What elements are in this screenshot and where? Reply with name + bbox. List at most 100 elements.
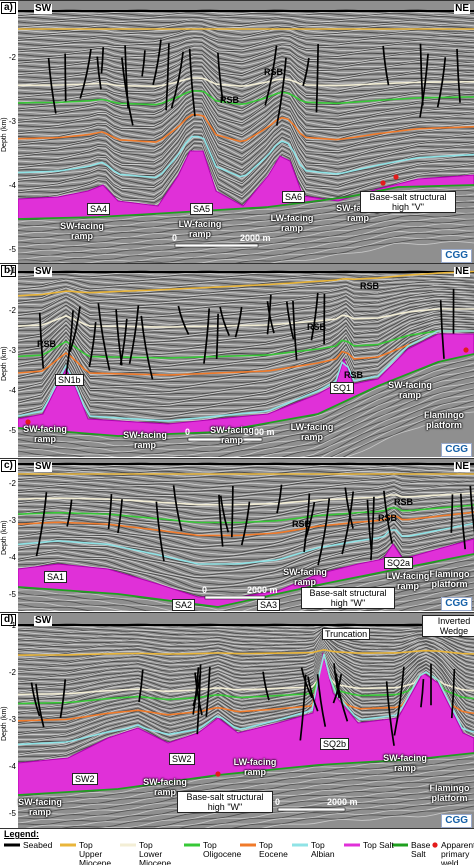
fault xyxy=(152,39,162,86)
seismic-reflector xyxy=(18,764,474,808)
seismic-reflector xyxy=(18,288,474,319)
fault xyxy=(219,495,230,533)
fault xyxy=(310,292,319,341)
seismic-reflector xyxy=(18,309,474,370)
annotation: SQ2b xyxy=(320,738,350,750)
seismic-reflector xyxy=(18,148,474,206)
seismic-section xyxy=(18,1,474,263)
seismic-reflector xyxy=(154,798,474,828)
seismic-reflector xyxy=(18,575,474,611)
seismic-reflector xyxy=(18,495,474,520)
seismic-reflector xyxy=(18,321,474,398)
logo: CGG xyxy=(441,597,472,611)
seismic-reflector xyxy=(18,14,474,19)
scale-label: 2000 m xyxy=(247,585,278,595)
seismic-reflector xyxy=(360,588,474,611)
fault xyxy=(66,499,73,527)
seismic-reflector xyxy=(18,629,474,645)
seismic-reflector xyxy=(18,576,474,611)
seismic-reflector xyxy=(18,211,474,248)
seismic-reflector xyxy=(18,535,474,592)
seismic-reflector xyxy=(18,18,474,25)
direction-left: SW xyxy=(34,615,53,626)
depth-tick: -4 xyxy=(8,553,16,562)
seismic-reflector xyxy=(317,581,474,611)
seismic-reflector xyxy=(18,478,474,491)
seismic-reflector xyxy=(18,315,474,384)
weld-marker xyxy=(380,180,386,186)
seismic-reflector xyxy=(18,305,474,359)
seismic-reflector xyxy=(18,98,474,136)
seismic-reflector xyxy=(18,529,474,585)
fault xyxy=(292,300,298,361)
seismic-reflector xyxy=(18,652,474,746)
annotation: SW-facing ramp xyxy=(336,203,380,223)
seismic-reflector xyxy=(18,35,474,50)
seismic-reflector xyxy=(18,626,474,634)
seismic-reflector xyxy=(18,130,474,177)
seismic-reflector xyxy=(18,272,474,278)
seismic-reflector xyxy=(18,484,474,503)
seismic-reflector xyxy=(18,556,474,611)
seismic-reflector xyxy=(18,382,474,457)
seismic-reflector xyxy=(18,466,474,473)
seismic-reflector xyxy=(204,804,474,828)
fault xyxy=(96,56,102,90)
fault xyxy=(205,666,211,717)
annotation: SN1b xyxy=(55,374,84,386)
annotation: Base-salt structural high "V" xyxy=(360,191,456,213)
fault xyxy=(419,53,429,118)
seismic-reflector xyxy=(18,34,474,45)
scale-bar xyxy=(174,243,259,248)
panel-label: a) xyxy=(1,2,16,14)
seismic-reflector xyxy=(18,102,474,139)
seismic-reflector xyxy=(18,517,474,560)
fault xyxy=(121,57,134,126)
fault xyxy=(219,306,230,336)
legend-label: Top Oligocene xyxy=(203,840,242,859)
annotation: RSB xyxy=(344,370,364,380)
direction-left: SW xyxy=(34,3,53,14)
fault xyxy=(141,50,146,77)
scale-bar xyxy=(187,437,263,442)
seismic-reflector xyxy=(18,16,474,23)
seismic-reflector xyxy=(18,473,474,484)
seismic-reflector xyxy=(18,278,474,294)
direction-right: NE xyxy=(454,461,470,472)
seismic-reflector xyxy=(18,281,474,301)
base-salt-horizon xyxy=(18,752,474,796)
seismic-reflector xyxy=(18,627,474,641)
annotation: SW-facing ramp xyxy=(23,424,67,444)
fault xyxy=(128,305,140,364)
seismic-reflector xyxy=(18,43,474,57)
fault xyxy=(194,672,203,716)
annotation: Base-salt structural high "W" xyxy=(177,791,273,813)
seismic-reflector xyxy=(18,223,474,260)
depth-axis-label: Depth (km) xyxy=(1,705,8,741)
seismic-reflector xyxy=(18,51,474,68)
fault xyxy=(420,679,425,708)
annotation: SA4 xyxy=(87,203,111,215)
seismic-reflector xyxy=(18,653,474,747)
seismic-reflector xyxy=(18,476,474,489)
seismic-reflector xyxy=(18,282,474,303)
depth-tick: -4 xyxy=(8,386,16,395)
seismic-reflector xyxy=(18,527,474,578)
seismic-reflector xyxy=(18,219,474,256)
seismic-reflector xyxy=(18,532,474,588)
seismic-reflector xyxy=(18,524,474,574)
seismic-reflector xyxy=(345,411,474,457)
fault xyxy=(307,676,319,712)
fault xyxy=(230,485,234,538)
seismic-reflector xyxy=(18,486,474,505)
seismic-reflector xyxy=(338,582,474,611)
seismic-reflector xyxy=(18,110,474,151)
seismic-reflector xyxy=(329,400,474,457)
seismic-reflector xyxy=(18,319,474,394)
fault xyxy=(38,312,45,369)
seismic-reflector xyxy=(123,231,474,263)
annotation: SQ2a xyxy=(384,557,414,569)
fault xyxy=(155,501,165,562)
